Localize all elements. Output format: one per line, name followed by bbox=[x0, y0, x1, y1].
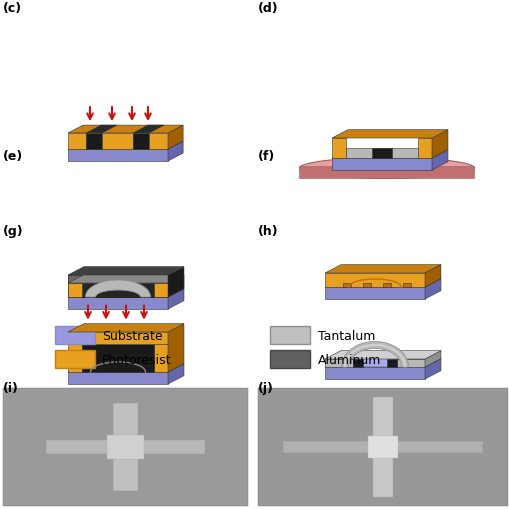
Polygon shape bbox=[331, 130, 447, 139]
Text: (d): (d) bbox=[258, 2, 278, 15]
Polygon shape bbox=[324, 367, 424, 379]
Polygon shape bbox=[68, 142, 183, 150]
Polygon shape bbox=[102, 134, 133, 150]
Polygon shape bbox=[68, 126, 183, 134]
Polygon shape bbox=[68, 297, 167, 309]
Polygon shape bbox=[402, 284, 410, 288]
Polygon shape bbox=[417, 139, 431, 159]
Polygon shape bbox=[68, 275, 167, 297]
Polygon shape bbox=[82, 344, 154, 372]
Polygon shape bbox=[331, 150, 447, 159]
Polygon shape bbox=[341, 342, 408, 367]
Polygon shape bbox=[68, 134, 86, 150]
Polygon shape bbox=[68, 364, 184, 372]
Text: (g): (g) bbox=[3, 224, 23, 238]
Polygon shape bbox=[167, 142, 183, 162]
Polygon shape bbox=[372, 397, 392, 497]
Polygon shape bbox=[55, 326, 95, 344]
Text: Substrate: Substrate bbox=[102, 329, 162, 342]
Polygon shape bbox=[371, 149, 391, 159]
Polygon shape bbox=[55, 350, 95, 369]
Polygon shape bbox=[167, 126, 183, 150]
Polygon shape bbox=[324, 265, 440, 273]
Polygon shape bbox=[149, 134, 167, 150]
Polygon shape bbox=[324, 359, 352, 367]
Polygon shape bbox=[299, 167, 473, 179]
Polygon shape bbox=[154, 284, 167, 297]
Polygon shape bbox=[68, 150, 167, 162]
Polygon shape bbox=[3, 388, 247, 506]
Polygon shape bbox=[424, 279, 440, 299]
Polygon shape bbox=[324, 351, 440, 359]
Polygon shape bbox=[382, 284, 390, 288]
Polygon shape bbox=[282, 441, 482, 453]
Polygon shape bbox=[46, 440, 205, 454]
Ellipse shape bbox=[299, 158, 473, 179]
Polygon shape bbox=[352, 359, 362, 367]
Polygon shape bbox=[107, 435, 144, 459]
Polygon shape bbox=[345, 149, 417, 159]
Polygon shape bbox=[82, 284, 154, 297]
Polygon shape bbox=[68, 267, 184, 275]
Polygon shape bbox=[324, 279, 440, 288]
Polygon shape bbox=[68, 284, 82, 297]
Polygon shape bbox=[68, 372, 167, 384]
Polygon shape bbox=[68, 324, 184, 332]
Text: (e): (e) bbox=[3, 150, 23, 163]
Polygon shape bbox=[154, 284, 167, 297]
Polygon shape bbox=[86, 126, 117, 134]
Polygon shape bbox=[324, 359, 440, 367]
Polygon shape bbox=[362, 284, 370, 288]
Polygon shape bbox=[343, 284, 350, 288]
Polygon shape bbox=[367, 437, 397, 458]
Text: Aluminum: Aluminum bbox=[318, 353, 381, 366]
Polygon shape bbox=[324, 288, 424, 299]
Polygon shape bbox=[269, 326, 309, 344]
Polygon shape bbox=[133, 134, 149, 150]
Polygon shape bbox=[431, 150, 447, 171]
Polygon shape bbox=[68, 275, 184, 284]
Polygon shape bbox=[68, 284, 82, 297]
Polygon shape bbox=[167, 267, 184, 297]
Polygon shape bbox=[68, 344, 82, 372]
Polygon shape bbox=[269, 350, 309, 369]
Text: (h): (h) bbox=[258, 224, 278, 238]
Polygon shape bbox=[167, 364, 184, 384]
Polygon shape bbox=[113, 403, 137, 491]
Polygon shape bbox=[396, 359, 424, 367]
Polygon shape bbox=[258, 388, 507, 506]
Polygon shape bbox=[424, 351, 440, 367]
Polygon shape bbox=[343, 344, 406, 367]
Text: Photoresist: Photoresist bbox=[102, 353, 171, 366]
Polygon shape bbox=[331, 159, 431, 171]
Polygon shape bbox=[386, 359, 396, 367]
Polygon shape bbox=[167, 324, 184, 372]
Polygon shape bbox=[154, 344, 167, 372]
Polygon shape bbox=[167, 275, 184, 297]
Text: Tantalum: Tantalum bbox=[318, 329, 375, 342]
Polygon shape bbox=[86, 280, 150, 297]
Text: (f): (f) bbox=[258, 150, 275, 163]
Polygon shape bbox=[167, 289, 184, 309]
Polygon shape bbox=[68, 275, 167, 284]
Polygon shape bbox=[424, 265, 440, 288]
Polygon shape bbox=[68, 332, 167, 344]
Text: (j): (j) bbox=[258, 381, 273, 394]
Polygon shape bbox=[86, 280, 150, 297]
Polygon shape bbox=[324, 273, 424, 288]
Polygon shape bbox=[424, 359, 440, 379]
Text: (i): (i) bbox=[3, 381, 19, 394]
Polygon shape bbox=[331, 139, 345, 159]
Text: (c): (c) bbox=[3, 2, 22, 15]
Polygon shape bbox=[68, 289, 184, 297]
Polygon shape bbox=[86, 134, 102, 150]
Polygon shape bbox=[133, 126, 164, 134]
Polygon shape bbox=[431, 130, 447, 159]
